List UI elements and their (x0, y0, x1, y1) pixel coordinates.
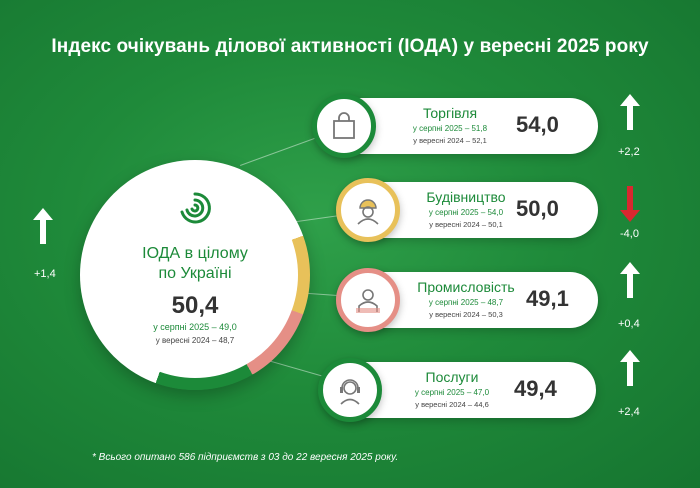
shopping-bag-icon (333, 112, 355, 139)
sector-prev-year: у вересні 2024 – 50,1 (429, 220, 503, 229)
sector-prev-month: у серпні 2025 – 51,8 (412, 124, 488, 133)
arrow-up-icon (620, 350, 640, 386)
footnote: * Всього опитано 586 підприємств з 03 до… (92, 452, 399, 463)
overall-index-circle: ІОДА в цілому по Україні 50,4 у серпні 2… (80, 160, 310, 390)
sector-name: Послуги (425, 369, 479, 385)
construction-worker-icon (357, 199, 379, 225)
overall-value: 50,4 (171, 292, 219, 319)
sector-prev-year: у вересні 2024 – 50,3 (429, 310, 503, 319)
arrow-up-icon (620, 262, 640, 298)
arrow-up-icon (620, 94, 640, 130)
sector-card-industry: Промисловість у серпні 2025 – 48,7 у вер… (336, 268, 598, 332)
sector-name: Промисловість (417, 279, 515, 295)
overall-title: ІОДА в цілому по Україні (92, 244, 298, 284)
page-title: Індекс очікувань ділової активності (ІОД… (51, 36, 649, 57)
card-icon-badge (336, 178, 400, 242)
overall-prev-month: у серпні 2025 – 49,0 (153, 322, 237, 332)
overall-delta: +1,4 (34, 268, 56, 280)
sector-name: Торгівля (422, 105, 478, 121)
sector-value: 50,0 (516, 196, 559, 221)
card-icon-badge (336, 268, 400, 332)
arrow-up-icon (33, 208, 53, 244)
sector-card-construction: Будівництво у серпні 2025 – 54,0 у верес… (336, 178, 598, 242)
sector-value: 49,1 (526, 286, 569, 311)
sector-delta: +2,4 (618, 406, 640, 418)
overall-title-line2: по Україні (158, 265, 232, 282)
sector-value: 54,0 (516, 112, 559, 137)
sector-value: 49,4 (514, 376, 557, 401)
sector-card-services: Послуги у серпні 2025 – 47,0 у вересні 2… (318, 358, 596, 422)
sector-delta: +0,4 (618, 318, 640, 330)
overall-panel: ІОДА в цілому по Україні 50,4 у серпні 2… (92, 172, 298, 378)
card-icon-badge (312, 94, 376, 158)
sector-prev-year: у вересні 2024 – 44,6 (415, 400, 489, 409)
overall-title-line1: ІОДА в цілому (142, 245, 248, 262)
arrow-down-icon (620, 186, 640, 222)
overall-prev-year: у вересні 2024 – 48,7 (155, 336, 235, 345)
sector-prev-year: у вересні 2024 – 52,1 (413, 136, 487, 145)
card-icon-badge (318, 358, 382, 422)
headset-operator-icon (340, 379, 360, 405)
factory-worker-icon (356, 289, 380, 313)
sector-prev-month: у серпні 2025 – 48,7 (428, 298, 504, 307)
sector-name: Будівництво (426, 189, 506, 205)
sector-prev-month: у серпні 2025 – 54,0 (428, 208, 504, 217)
sector-card-trade: Торгівля у серпні 2025 – 51,8 у вересні … (312, 94, 598, 158)
spiral-logo-icon (180, 192, 211, 224)
sector-prev-month: у серпні 2025 – 47,0 (414, 388, 490, 397)
sector-delta: -4,0 (620, 228, 639, 240)
sector-delta: +2,2 (618, 146, 640, 158)
